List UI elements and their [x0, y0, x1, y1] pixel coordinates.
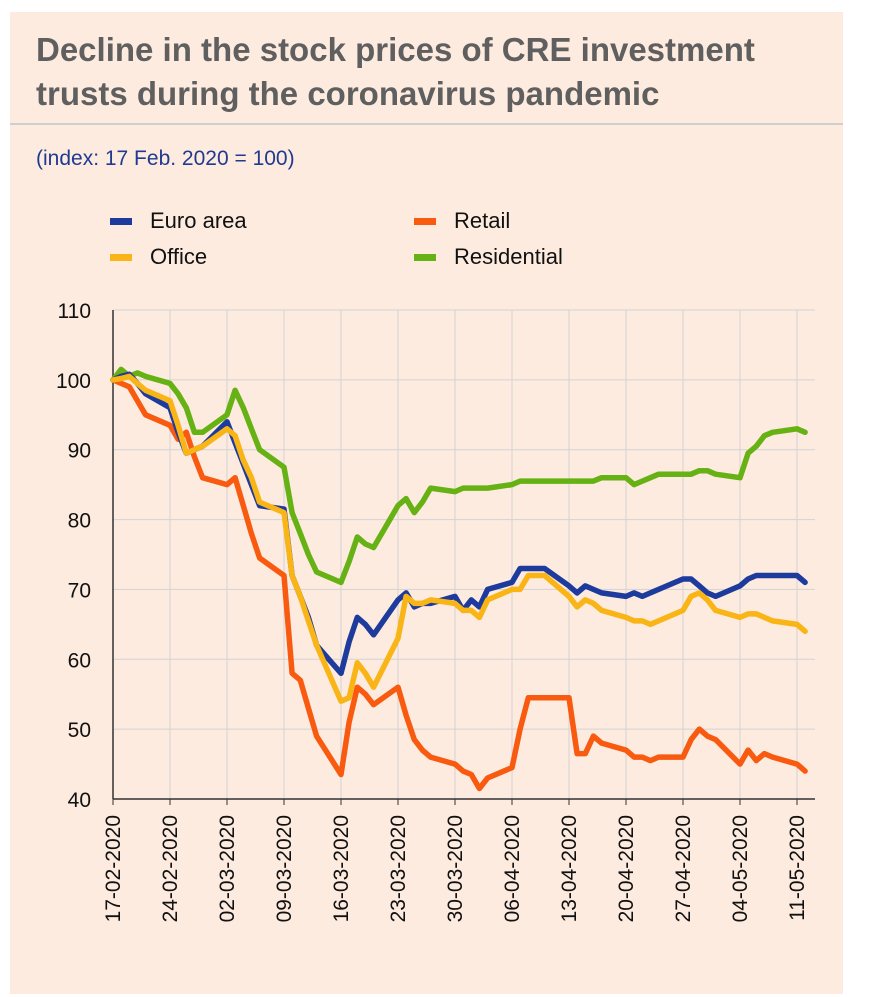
chart-panel: [10, 12, 843, 994]
x-tick-label: 23-03-2020: [387, 815, 410, 922]
x-tick-label: 16-03-2020: [330, 815, 353, 922]
chart-title: Decline in the stock prices of CRE inves…: [36, 31, 755, 112]
series-line-residential: [110, 366, 808, 586]
x-axis: 17-02-2020 24-02-2020 02-03-2020 09-03-2020…: [102, 798, 815, 922]
gridlines: [112, 309, 815, 800]
x-tick-label: 24-02-2020: [159, 815, 182, 922]
x-tick-label: 30-03-2020: [444, 815, 467, 922]
legend-item-retail: Retail: [414, 208, 510, 234]
x-tick-label: 27-04-2020: [672, 815, 695, 922]
x-tick-label: 04-05-2020: [729, 815, 752, 922]
y-tick-label: 50: [68, 719, 91, 742]
legend-swatch-residential: [414, 253, 436, 261]
series-lines: [110, 366, 808, 792]
x-tick-label: 06-04-2020: [501, 815, 524, 922]
legend-label-residential: Residential: [454, 244, 563, 269]
x-tick-label: 02-03-2020: [216, 815, 239, 922]
x-tick-label: 20-04-2020: [615, 815, 638, 922]
legend-item-euro-area: Euro area: [110, 208, 247, 234]
legend-label-office: Office: [150, 244, 208, 269]
legend-label-retail: Retail: [454, 208, 511, 233]
x-tick-label: 09-03-2020: [273, 815, 296, 922]
chart-subtitle: (index: 17 Feb. 2020 = 100): [36, 147, 295, 170]
series-line-retail: [110, 377, 808, 792]
y-tick-label: 100: [56, 370, 91, 393]
y-tick-label: 90: [68, 440, 91, 463]
legend-swatch-euro-area: [110, 217, 132, 225]
legend-swatch-retail: [414, 217, 436, 225]
x-tick-label: 11-05-2020: [786, 815, 809, 921]
y-tick-label: 110: [58, 300, 91, 323]
series-line-office: [110, 373, 808, 704]
y-axis: 40 50 60 70 80 90 100 110: [56, 300, 114, 812]
x-tick-label: 13-04-2020: [558, 815, 581, 922]
title-divider: [10, 123, 843, 125]
y-tick-label: 70: [68, 579, 91, 602]
y-tick-label: 80: [68, 510, 91, 533]
y-tick-label: 60: [68, 649, 91, 672]
legend-swatch-office: [110, 253, 132, 261]
x-tick-label: 17-02-2020: [102, 815, 125, 922]
legend-label-euro-area: Euro area: [150, 208, 247, 233]
y-tick-label: 40: [68, 789, 91, 812]
legend-item-residential: Residential: [414, 244, 563, 270]
legend-item-office: Office: [110, 244, 207, 270]
